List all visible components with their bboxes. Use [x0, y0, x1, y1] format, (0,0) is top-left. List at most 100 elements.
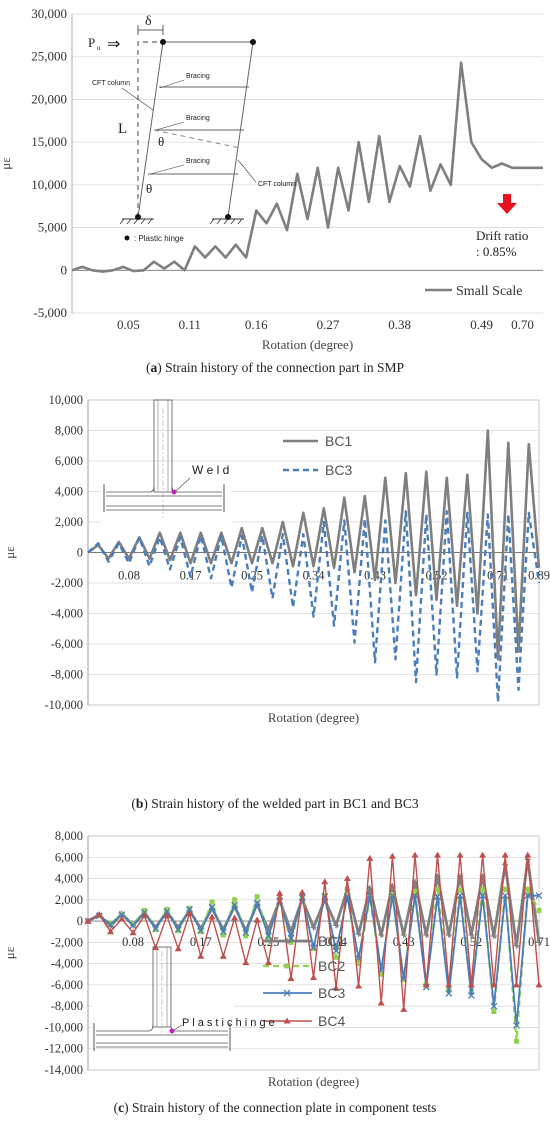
legend: Small Scale [425, 284, 523, 299]
data-point [163, 908, 171, 915]
data-point [208, 913, 216, 920]
data-point [479, 892, 487, 900]
y-tick-label: -10,000 [44, 698, 83, 712]
plastic-hinge-icon [250, 39, 256, 45]
x-tick-label: 0.34 [303, 569, 326, 583]
data-point [140, 912, 148, 919]
x-tick-label: 0.08 [122, 935, 144, 949]
data-point [276, 889, 284, 896]
data-point [186, 905, 193, 913]
data-point [333, 954, 339, 960]
ground-hatch [119, 218, 125, 225]
data-point [208, 903, 216, 911]
data-point [401, 977, 407, 983]
y-tick-label: -4,000 [51, 607, 83, 621]
data-point [209, 899, 215, 905]
data-point [525, 886, 531, 892]
original-position [137, 41, 163, 217]
x-tick-label: 0.71 [487, 569, 509, 583]
data-point [163, 912, 171, 919]
y-tick-label: 20,000 [31, 91, 67, 106]
y-tick-label: 0 [77, 914, 83, 928]
frame-diagram: : Plastic hinge P u ⇒ δ Lθ θ Bracing Bracing Brac… [88, 14, 296, 243]
data-point [287, 975, 295, 982]
y-tick-label: 8,000 [55, 424, 83, 438]
data-point [456, 851, 464, 858]
data-point [264, 932, 272, 940]
y-tick-label: 25,000 [31, 49, 67, 64]
y-tick-label: 10,000 [49, 393, 83, 407]
data-point [84, 917, 92, 924]
data-point [445, 931, 452, 938]
weld-point-icon [171, 489, 177, 495]
data-point [343, 875, 351, 882]
legend: BC1 BC3 [283, 433, 352, 478]
y-tick-label: -6,000 [51, 637, 83, 651]
data-point [253, 916, 261, 923]
red-arrow-icon [497, 194, 517, 214]
data-point [198, 929, 204, 935]
data-point [332, 947, 340, 955]
data-point [242, 959, 250, 966]
annotation-text: Drift ratio [476, 228, 528, 243]
data-point [467, 992, 475, 1000]
series-line-bc1 [87, 429, 541, 661]
data-point [490, 932, 497, 939]
data-point [185, 910, 193, 917]
x-tick-label: 0.05 [117, 317, 140, 332]
legend-label: BC2 [318, 958, 345, 974]
series-markers-bc1 [85, 856, 542, 949]
y-tick-label: 15,000 [31, 134, 67, 149]
data-point [321, 878, 329, 885]
data-point [490, 981, 498, 988]
weld-diagram: W e l d [101, 399, 231, 524]
x-tick-label: 0.25 [241, 569, 263, 583]
data-point [535, 892, 543, 900]
y-tick-label: 6,000 [55, 850, 83, 864]
data-point [186, 905, 192, 911]
data-point [153, 927, 159, 933]
leader-line [175, 477, 191, 492]
x-tick-label: 0.70 [511, 317, 534, 332]
y-tick-label: -8,000 [51, 668, 83, 682]
caption-b: (b) Strain history of the welded part in… [131, 796, 419, 811]
data-point [219, 928, 227, 936]
data-point [378, 971, 384, 977]
y-tick-label: 6,000 [55, 454, 83, 468]
data-point [242, 929, 250, 937]
plastic-hinge-icon [124, 235, 130, 241]
data-point [400, 1005, 408, 1012]
data-point [231, 914, 239, 921]
data-point [434, 851, 442, 858]
data-point [265, 935, 271, 941]
data-point [479, 851, 487, 858]
legend: BC1 BC2 BC3 BC4 [263, 933, 345, 1029]
ground-hatch [209, 218, 215, 225]
legend-label: BC4 [318, 1013, 345, 1029]
delta-label: δ [145, 14, 152, 29]
series-line-small-scale [71, 61, 543, 273]
data-point [411, 851, 419, 858]
leader-line [149, 164, 185, 175]
series-markers-bc4 [84, 851, 543, 1012]
data-point [480, 886, 486, 892]
plastic-hinge-icon [225, 214, 231, 220]
ground-hatch [126, 218, 132, 225]
data-point [174, 945, 182, 952]
data-point [219, 952, 227, 959]
data-point [512, 981, 520, 988]
y-tick-label: 8,000 [55, 829, 83, 843]
data-point [298, 888, 306, 895]
data-point [501, 851, 509, 858]
x-tick-label: 0.49 [470, 317, 493, 332]
data-point [95, 911, 103, 918]
y-tick-label: -4,000 [51, 957, 83, 971]
bracing-label: Bracing [186, 73, 210, 80]
data-point [411, 892, 419, 900]
y-tick-label: -10,000 [44, 1020, 83, 1034]
leader-line [155, 121, 185, 131]
data-point [388, 852, 396, 859]
data-point [355, 930, 362, 937]
x-tick-label: 0.27 [317, 317, 340, 332]
data-point [513, 1038, 519, 1044]
